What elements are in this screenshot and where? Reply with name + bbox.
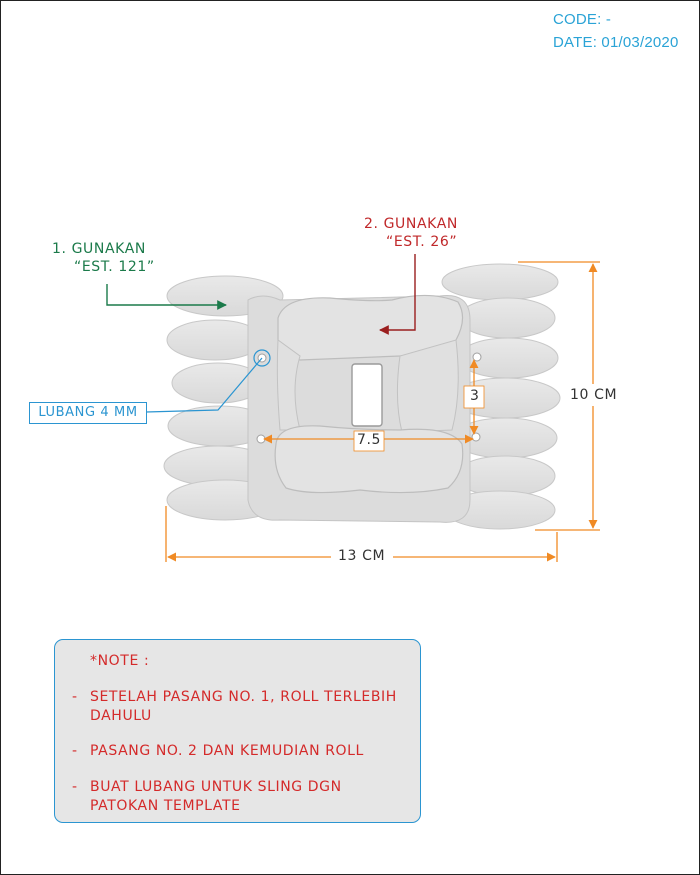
note-item-1-line1: SETELAH PASANG NO. 1, ROLL TERLEBIH <box>90 689 397 705</box>
dim-hole-horizontal-label: 7.5 <box>357 432 382 448</box>
note-item-3-line1: BUAT LUBANG UNTUK SLING DGN <box>90 779 342 795</box>
left-wing <box>163 275 284 521</box>
step1-title: 1. GUNAKAN <box>52 241 146 257</box>
dim-height-label: 10 CM <box>570 387 618 403</box>
dim-hole-vertical-label: 3 <box>470 388 480 404</box>
right-pad <box>396 339 459 433</box>
dim-width-label: 13 CM <box>338 548 386 564</box>
center-slot <box>351 363 383 427</box>
date-label: DATE: 01/03/2020 <box>553 34 679 51</box>
note-title: *NOTE : <box>90 653 150 669</box>
note-item-1-line2: DAHULU <box>90 708 152 724</box>
note-box <box>54 639 421 823</box>
code-label: CODE: - <box>553 11 612 28</box>
note-item-3-line2: PATOKAN TEMPLATE <box>90 798 241 814</box>
hole-leader <box>145 357 263 413</box>
note-item-1-bullet: - <box>72 689 78 705</box>
note-item-2-line1: PASANG NO. 2 DAN KEMUDIAN ROLL <box>90 743 364 759</box>
step1-leader <box>106 284 227 310</box>
step2-title: 2. GUNAKAN <box>364 216 458 232</box>
step2-code: “EST. 26” <box>386 234 458 250</box>
top-pad <box>277 294 464 361</box>
step1-code: “EST. 121” <box>74 259 155 275</box>
note-item-3-bullet: - <box>72 779 78 795</box>
hole-size-label: LUBANG 4 MM <box>29 402 147 424</box>
right-wing <box>441 263 561 530</box>
note-item-2-bullet: - <box>72 743 78 759</box>
step2-leader <box>379 254 416 335</box>
